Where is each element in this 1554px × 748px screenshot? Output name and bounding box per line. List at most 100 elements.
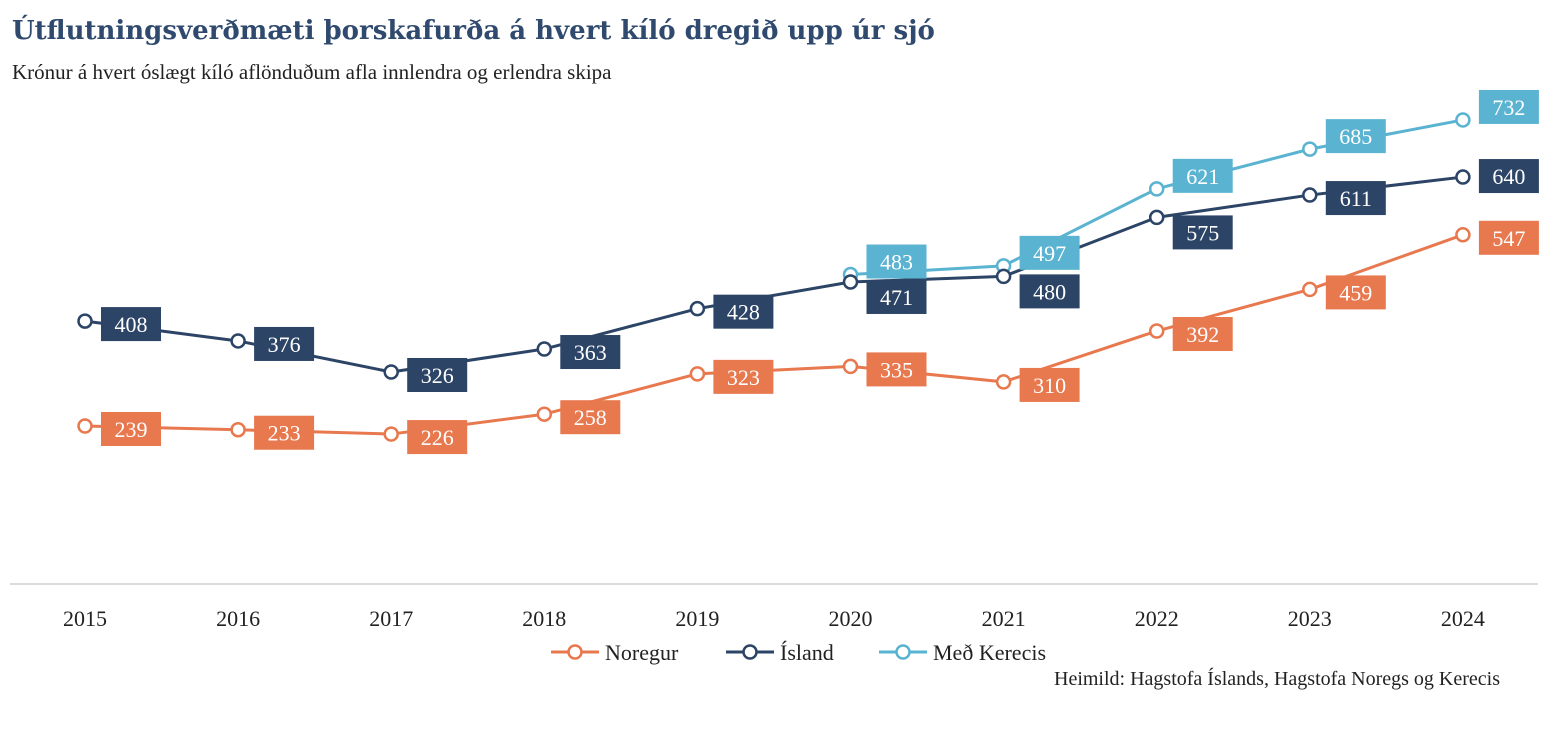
data-label-box (560, 400, 621, 435)
data-labels: 483 497 621 685 732 408 376 326 363 428 471 480 575 6… (101, 89, 1539, 455)
data-label-box (1325, 275, 1386, 310)
data-label: 335 (880, 357, 913, 382)
legend-item: Ísland (726, 640, 834, 665)
data-label: 392 (1186, 322, 1219, 347)
data-point (1302, 187, 1318, 203)
x-tick-label: 2019 (675, 606, 719, 631)
data-label: 732 (1492, 95, 1525, 120)
data-point (77, 418, 93, 434)
data-label-box (407, 357, 468, 392)
x-tick-label: 2016 (216, 606, 260, 631)
chart-subtitle: Krónur á hvert óslægt kíló aflönduðum af… (12, 60, 612, 84)
data-label-box (1478, 89, 1539, 124)
chart-title: Útflutningsverðmæti þorskafurða á hvert … (12, 16, 935, 46)
data-point (383, 364, 399, 380)
data-label: 428 (727, 300, 760, 325)
legend-label: Ísland (780, 640, 834, 665)
data-label-box (1019, 367, 1080, 402)
data-label: 459 (1339, 280, 1372, 305)
data-point (536, 341, 553, 357)
data-label: 323 (727, 365, 760, 390)
legend-marker (567, 644, 583, 660)
data-label: 480 (1033, 279, 1066, 304)
data-label-box (1172, 158, 1233, 193)
data-point (1148, 181, 1165, 197)
x-tick-label: 2017 (369, 606, 413, 631)
data-label-box (713, 359, 774, 394)
data-label-box (866, 279, 927, 314)
series-lines (84, 118, 1464, 436)
legend-marker (742, 644, 758, 660)
legend-label: Með Kerecis (933, 640, 1046, 665)
data-label-box (407, 420, 468, 455)
data-label-box (560, 335, 621, 370)
data-point (1455, 227, 1471, 243)
data-label-box (1325, 181, 1386, 216)
data-label: 685 (1339, 124, 1372, 149)
data-label: 611 (1340, 186, 1372, 211)
x-tick-label: 2024 (1441, 606, 1485, 631)
legend-marker (895, 644, 911, 660)
data-point (77, 313, 93, 329)
data-label-box (1478, 220, 1539, 255)
x-tick-label: 2023 (1288, 606, 1332, 631)
source-note: Heimild: Hagstofa Íslands, Hagstofa Nore… (1054, 668, 1500, 690)
data-point (1302, 141, 1318, 157)
data-label: 483 (880, 250, 913, 275)
x-tick-label: 2018 (522, 606, 566, 631)
legend: Noregur Ísland Með Kerecis (551, 640, 1046, 665)
data-label: 621 (1186, 164, 1219, 189)
data-point (689, 300, 706, 317)
data-point (689, 366, 706, 382)
data-label-box (1478, 159, 1539, 194)
data-label-box (101, 307, 161, 342)
data-point (995, 268, 1012, 285)
data-label-box (1172, 317, 1233, 352)
legend-label: Noregur (605, 640, 679, 665)
data-point (230, 333, 246, 349)
data-label: 258 (574, 405, 607, 430)
data-label: 497 (1033, 241, 1066, 266)
data-label: 471 (880, 285, 913, 310)
data-label: 310 (1033, 373, 1066, 398)
data-label: 376 (268, 332, 301, 357)
data-label: 640 (1492, 164, 1525, 189)
data-label: 233 (268, 421, 301, 446)
data-label: 239 (115, 417, 148, 442)
data-label: 326 (421, 363, 454, 388)
data-label: 226 (421, 425, 454, 450)
data-label-box (1019, 235, 1080, 270)
data-label-box (713, 294, 774, 329)
x-tick-label: 2020 (829, 606, 873, 631)
data-label: 363 (574, 340, 607, 365)
data-point (536, 406, 553, 422)
x-tick-label: 2022 (1135, 606, 1179, 631)
data-label-box (866, 244, 927, 279)
data-label-box (254, 415, 315, 450)
data-point (995, 374, 1012, 390)
data-label-box (254, 326, 315, 361)
data-label-box (101, 412, 161, 446)
x-tick-label: 2015 (63, 606, 107, 631)
data-point (1455, 169, 1471, 185)
data-label-box (1019, 274, 1080, 309)
data-point (1148, 323, 1165, 339)
data-point (230, 421, 246, 438)
data-label-box (1325, 119, 1386, 154)
data-point (1455, 112, 1471, 128)
data-label: 408 (115, 312, 148, 337)
data-point (383, 426, 399, 442)
data-point (842, 358, 859, 375)
data-label-box (866, 352, 927, 387)
data-label: 575 (1186, 220, 1219, 245)
legend-item: Með Kerecis (879, 640, 1046, 665)
x-tick-labels: 2015 2016 2017 2018 2019 2020 2021 2022 2023 2024 (63, 606, 1485, 631)
data-point (1148, 209, 1165, 226)
x-tick-label: 2021 (982, 606, 1026, 631)
data-label-box (1172, 215, 1233, 250)
data-point (842, 274, 859, 290)
data-label: 547 (1492, 226, 1525, 251)
series-points (77, 112, 1471, 442)
legend-item: Noregur (551, 640, 679, 665)
